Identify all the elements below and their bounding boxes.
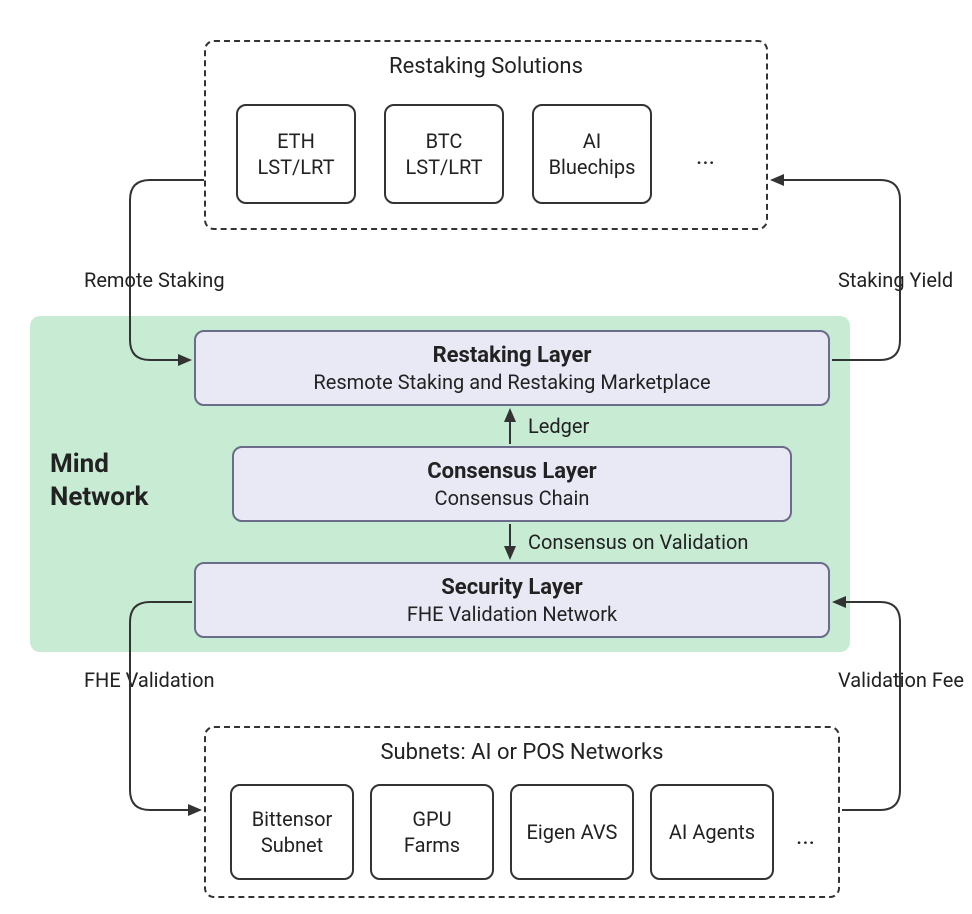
layer-title: Consensus Layer <box>427 459 596 484</box>
box-line: BTC <box>426 128 463 154</box>
subnet-box-gpu: GPU Farms <box>370 784 494 880</box>
restaking-box-btc: BTC LST/LRT <box>384 104 504 204</box>
label-line: Network <box>50 482 148 512</box>
box-line: Eigen AVS <box>527 819 618 845</box>
label-ledger: Ledger <box>528 414 589 438</box>
box-line: AI Agents <box>669 819 755 845</box>
box-line: LST/LRT <box>257 154 334 180</box>
label-fhe-validation: FHE Validation <box>84 668 215 692</box>
layer-subtitle: FHE Validation Network <box>407 602 617 626</box>
subnet-box-eigen: Eigen AVS <box>510 784 634 880</box>
restaking-solutions-title: Restaking Solutions <box>206 54 766 79</box>
ellipsis: ... <box>696 142 715 170</box>
architecture-diagram: Restaking Solutions ETH LST/LRT BTC LST/… <box>0 0 972 914</box>
restaking-box-ai: AI Bluechips <box>532 104 652 204</box>
layer-subtitle: Resmote Staking and Restaking Marketplac… <box>313 370 710 394</box>
restaking-box-eth: ETH LST/LRT <box>236 104 356 204</box>
layer-subtitle: Consensus Chain <box>435 486 590 510</box>
box-line: Subnet <box>261 832 323 858</box>
box-line: Bluechips <box>549 154 636 180</box>
layer-title: Restaking Layer <box>433 343 592 368</box>
box-line: Bittensor <box>252 806 333 832</box>
label-line: Mind <box>50 449 109 479</box>
label-remote-staking: Remote Staking <box>84 268 225 292</box>
box-line: Farms <box>404 832 460 858</box>
subnet-box-bittensor: Bittensor Subnet <box>230 784 354 880</box>
subnet-box-agents: AI Agents <box>650 784 774 880</box>
restaking-layer: Restaking Layer Resmote Staking and Rest… <box>194 330 830 406</box>
box-line: ETH <box>277 128 315 154</box>
mind-network-label: Mind Network <box>50 448 148 513</box>
label-validation-fee: Validation Fee <box>838 668 964 692</box>
box-line: LST/LRT <box>405 154 482 180</box>
layer-title: Security Layer <box>441 575 582 600</box>
ellipsis: ... <box>796 822 815 850</box>
consensus-layer: Consensus Layer Consensus Chain <box>232 446 792 522</box>
subnets-title: Subnets: AI or POS Networks <box>206 740 838 765</box>
box-line: AI <box>583 128 602 154</box>
label-consensus-validation: Consensus on Validation <box>528 530 748 554</box>
box-line: GPU <box>412 806 451 832</box>
label-staking-yield: Staking Yield <box>838 268 953 292</box>
security-layer: Security Layer FHE Validation Network <box>194 562 830 638</box>
